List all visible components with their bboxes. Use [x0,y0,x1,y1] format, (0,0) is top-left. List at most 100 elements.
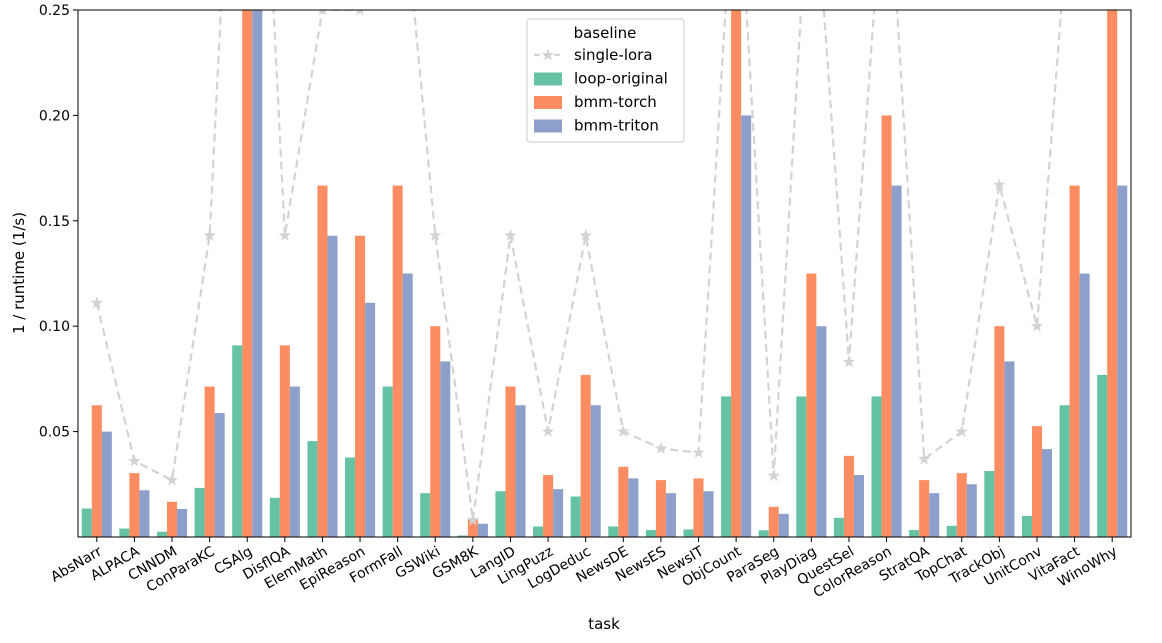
bar-bmm-triton-NewsDE [628,478,639,537]
bar-bmm-triton-QuestSel [853,475,864,537]
y-tick-label: 0.20 [39,108,70,124]
bar-bmm-torch-UnitConv [1031,426,1042,537]
line-layer [90,10,1063,526]
bar-bmm-torch-EpiReason [355,235,366,537]
bar-bmm-triton-TopChat [966,484,977,537]
y-axis: 0.05 0.10 0.15 0.20 0.25 [39,3,78,441]
bar-bmm-triton-NewsIT [703,491,714,537]
bar-bmm-torch-NewsDE [618,466,629,537]
marker-single-lora-AbsNarr [90,296,103,309]
bar-bmm-triton-LogDeduc [590,405,601,537]
bar-bmm-torch-GSWiki [430,326,441,537]
bar-loop-original-ColorReason [871,396,882,537]
bar-bmm-triton-LingPuzz [553,489,564,537]
bar-bmm-triton-VitaFact [1079,273,1090,537]
bar-bmm-triton-StratQA [929,493,940,537]
legend-swatch-bmm-torch [534,96,562,109]
bar-bmm-triton-CNNDM [177,508,188,537]
bar-loop-original-CNNDM [156,531,167,537]
bar-bmm-torch-QuestSel [843,455,854,537]
marker-single-lora-UnitConv [1030,319,1044,332]
marker-single-lora-CNNDM [165,473,179,486]
bar-bmm-triton-GSWiki [440,361,451,537]
bar-bmm-triton-DisflQA [289,386,300,537]
bar-loop-original-StratQA [909,530,920,537]
bar-bmm-triton-ColorReason [891,185,902,537]
bar-bmm-torch-ObjCount [731,10,742,537]
bar-bmm-torch-GSM8K [467,518,478,537]
bar-bmm-torch-LingPuzz [543,475,554,537]
bar-bmm-torch-LogDeduc [580,374,591,537]
bar-bmm-triton-ObjCount [741,115,752,537]
marker-single-lora-ParaSeg [767,469,780,482]
legend-label-loop-original: loop-original [574,70,668,88]
marker-single-lora-StratQA [917,452,931,465]
bar-loop-original-EpiReason [345,457,356,537]
bar-loop-original-LogDeduc [570,496,581,537]
legend-swatch-bmm-triton [534,119,562,133]
bar-bmm-torch-ParaSeg [768,506,779,537]
bar-bmm-torch-ConParaKC [204,386,215,537]
marker-single-lora-LangID [504,229,517,241]
bar-bmm-torch-LangID [505,386,516,537]
bar-bmm-triton-ALPACA [139,490,150,537]
bar-bmm-triton-ElemMath [327,235,338,537]
marker-single-lora-LogDeduc [579,229,592,241]
bar-bmm-torch-TrackObj [994,326,1005,537]
y-axis-label: 1 / runtime (1/s) [10,212,28,334]
bar-loop-original-QuestSel [833,517,844,537]
bar-bmm-triton-AbsNarr [101,431,112,537]
bar-loop-original-ALPACA [119,528,130,537]
bar-bmm-torch-VitaFact [1069,185,1080,537]
marker-single-lora-ConParaKC [203,229,216,241]
bar-bmm-triton-ParaSeg [778,513,789,537]
bar-loop-original-WinoWhy [1097,374,1108,537]
marker-single-lora-TopChat [955,425,968,437]
bar-loop-original-TrackObj [984,471,995,537]
bar-bmm-torch-CNNDM [167,501,178,537]
marker-single-lora-NewsIT [692,446,705,458]
bar-bmm-triton-PlayDiag [816,326,827,537]
bar-bmm-torch-DisflQA [279,345,290,537]
bar-loop-original-NewsDE [608,526,619,537]
bar-bmm-torch-StratQA [919,480,930,537]
legend: baseline single-lora loop-original bmm-tor… [526,18,685,143]
bar-loop-original-ObjCount [721,396,732,537]
bar-bmm-torch-WinoWhy [1107,10,1118,537]
marker-single-lora-GSWiki [429,229,442,241]
marker-single-lora-NewsDE [617,425,630,437]
bar-bmm-triton-GSM8K [477,523,488,537]
bar-loop-original-FormFall [382,386,393,537]
bar-bmm-triton-ConParaKC [214,413,225,537]
bar-bmm-torch-ElemMath [317,185,328,537]
bar-bmm-torch-PlayDiag [806,273,817,537]
y-tick-label: 0.05 [39,425,70,441]
bar-bmm-torch-TopChat [956,473,967,537]
y-tick-label: 0.15 [39,214,70,230]
bar-loop-original-AbsNarr [81,508,92,537]
bar-loop-original-CSAlg [232,345,243,537]
bar-bmm-triton-FormFall [402,273,413,537]
legend-label-bmm-torch: bmm-torch [574,93,657,111]
legend-items: single-lora loop-original bmm-torch bmm-tri… [534,46,668,135]
bar-bmm-torch-CSAlg [242,10,253,537]
legend-label-bmm-triton: bmm-triton [574,117,659,135]
line-single-lora [95,10,1063,521]
y-tick-label: 0.25 [39,3,70,19]
x-axis-label: task [588,615,620,633]
bar-loop-original-ConParaKC [194,487,205,537]
bar-bmm-torch-AbsNarr [91,405,102,537]
bar-loop-original-GSM8K [457,535,468,537]
bar-loop-original-DisflQA [269,497,280,537]
marker-single-lora-LingPuzz [541,425,555,437]
bar-bmm-triton-NewsES [665,493,676,537]
bar-loop-original-UnitConv [1021,515,1032,537]
bar-bmm-triton-WinoWhy [1117,185,1128,537]
bar-loop-original-NewsIT [683,529,694,537]
legend-label-single-lora: single-lora [574,46,653,64]
marker-single-lora-EpiReason [356,10,364,16]
marker-single-lora-TrackObj [993,178,1006,191]
bar-bmm-torch-NewsIT [693,478,704,537]
bar-loop-original-VitaFact [1059,405,1070,537]
